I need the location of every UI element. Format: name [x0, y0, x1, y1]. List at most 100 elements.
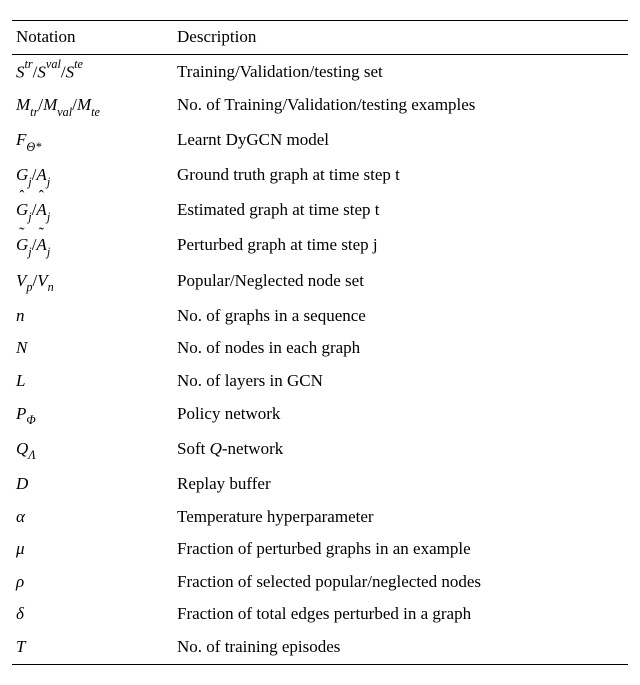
table-row: ρ Fraction of selected popular/neglected…: [12, 566, 628, 599]
sub-tr: tr: [30, 105, 38, 119]
sub-val: val: [57, 105, 72, 119]
sym-V: V: [16, 271, 26, 290]
sym-alpha: α: [16, 507, 25, 526]
sub-j: j: [47, 245, 50, 259]
sym-F: F: [16, 130, 26, 149]
notation-cell: Mtr/Mval/Mte: [12, 89, 177, 124]
desc-cell: Perturbed graph at time step j: [177, 229, 628, 264]
sub-j: j: [28, 210, 31, 224]
sym-T: T: [16, 637, 25, 656]
table-row: ˜Gj/˜Aj Perturbed graph at time step j: [12, 229, 628, 264]
sym-Q: Q: [16, 439, 28, 458]
sym-D: D: [16, 474, 28, 493]
table-row: D Replay buffer: [12, 468, 628, 501]
table-row: ˆGj/ˆAj Estimated graph at time step t: [12, 194, 628, 229]
notation-cell: QΛ: [12, 433, 177, 468]
table-row: L No. of layers in GCN: [12, 365, 628, 398]
desc-cell: Learnt DyGCN model: [177, 124, 628, 159]
notation-cell: ˜Gj/˜Aj: [12, 229, 177, 264]
desc-text: Ground truth graph at time step t: [177, 165, 400, 184]
desc-cell: No. of Training/Validation/testing examp…: [177, 89, 628, 124]
desc-cell: Estimated graph at time step t: [177, 194, 628, 229]
sym-M: M: [43, 95, 57, 114]
notation-cell: ρ: [12, 566, 177, 599]
desc-cell: Training/Validation/testing set: [177, 54, 628, 89]
desc-cell: Fraction of perturbed graphs in an examp…: [177, 533, 628, 566]
sym-Q-inline: Q: [210, 439, 222, 458]
table-row: δ Fraction of total edges perturbed in a…: [12, 598, 628, 631]
sym-S: S: [66, 62, 75, 81]
sym-V: V: [37, 271, 47, 290]
table-row: QΛ Soft Q-network: [12, 433, 628, 468]
notation-cell: L: [12, 365, 177, 398]
sym-S: S: [37, 62, 46, 81]
sub-theta: Θ*: [26, 140, 41, 154]
table-row: FΘ* Learnt DyGCN model: [12, 124, 628, 159]
table-row: Gj/Aj Ground truth graph at time step t: [12, 159, 628, 194]
sym-P: P: [16, 404, 26, 423]
sup-te: te: [74, 57, 83, 71]
table-row: α Temperature hyperparameter: [12, 501, 628, 534]
sym-M: M: [16, 95, 30, 114]
sub-j: j: [47, 210, 50, 224]
table-row: μ Fraction of perturbed graphs in an exa…: [12, 533, 628, 566]
sym-A: A: [36, 165, 46, 184]
desc-cell: No. of graphs in a sequence: [177, 300, 628, 333]
col-header-notation: Notation: [12, 21, 177, 55]
notation-cell: D: [12, 468, 177, 501]
sub-phi: Φ: [26, 413, 35, 427]
table-row: N No. of nodes in each graph: [12, 332, 628, 365]
notation-cell: T: [12, 631, 177, 664]
table-row: Mtr/Mval/Mte No. of Training/Validation/…: [12, 89, 628, 124]
notation-cell: α: [12, 501, 177, 534]
notation-cell: Str/Sval/Ste: [12, 54, 177, 89]
sub-n: n: [48, 280, 54, 294]
desc-cell: Temperature hyperparameter: [177, 501, 628, 534]
sym-mu: μ: [16, 539, 25, 558]
desc-cell: Soft Q-network: [177, 433, 628, 468]
sub-te: te: [91, 105, 100, 119]
table-row: T No. of training episodes: [12, 631, 628, 664]
sym-S: S: [16, 62, 25, 81]
table-row: Vp/Vn Popular/Neglected node set: [12, 265, 628, 300]
table-header-row: Notation Description: [12, 21, 628, 55]
desc-cell: Fraction of total edges perturbed in a g…: [177, 598, 628, 631]
sym-delta: δ: [16, 604, 24, 623]
notation-cell: ˆGj/ˆAj: [12, 194, 177, 229]
sym-rho: ρ: [16, 572, 24, 591]
notation-cell: N: [12, 332, 177, 365]
desc-cell: Replay buffer: [177, 468, 628, 501]
sub-p: p: [26, 280, 32, 294]
notation-cell: FΘ*: [12, 124, 177, 159]
sub-j: j: [28, 175, 31, 189]
col-header-description: Description: [177, 21, 628, 55]
notation-cell: PΦ: [12, 398, 177, 433]
table-row: n No. of graphs in a sequence: [12, 300, 628, 333]
sym-N: N: [16, 338, 27, 357]
desc-text: Estimated graph at time step t: [177, 200, 380, 219]
sup-val: val: [46, 57, 61, 71]
sym-G: G: [16, 165, 28, 184]
notation-cell: μ: [12, 533, 177, 566]
notation-cell: Gj/Aj: [12, 159, 177, 194]
table-row: PΦ Policy network: [12, 398, 628, 433]
sub-lambda: Λ: [28, 448, 35, 462]
sym-L: L: [16, 371, 25, 390]
sub-j: j: [28, 245, 31, 259]
desc-text: Perturbed graph at time step j: [177, 235, 378, 254]
desc-cell: Ground truth graph at time step t: [177, 159, 628, 194]
table-row: Str/Sval/Ste Training/Validation/testing…: [12, 54, 628, 89]
desc-cell: No. of nodes in each graph: [177, 332, 628, 365]
desc-cell: No. of training episodes: [177, 631, 628, 664]
sym-n: n: [16, 306, 25, 325]
notation-cell: δ: [12, 598, 177, 631]
desc-cell: No. of layers in GCN: [177, 365, 628, 398]
desc-cell: Popular/Neglected node set: [177, 265, 628, 300]
sym-M: M: [77, 95, 91, 114]
desc-cell: Policy network: [177, 398, 628, 433]
sub-j: j: [47, 175, 50, 189]
notation-cell: Vp/Vn: [12, 265, 177, 300]
notation-cell: n: [12, 300, 177, 333]
desc-cell: Fraction of selected popular/neglected n…: [177, 566, 628, 599]
sup-tr: tr: [25, 57, 33, 71]
